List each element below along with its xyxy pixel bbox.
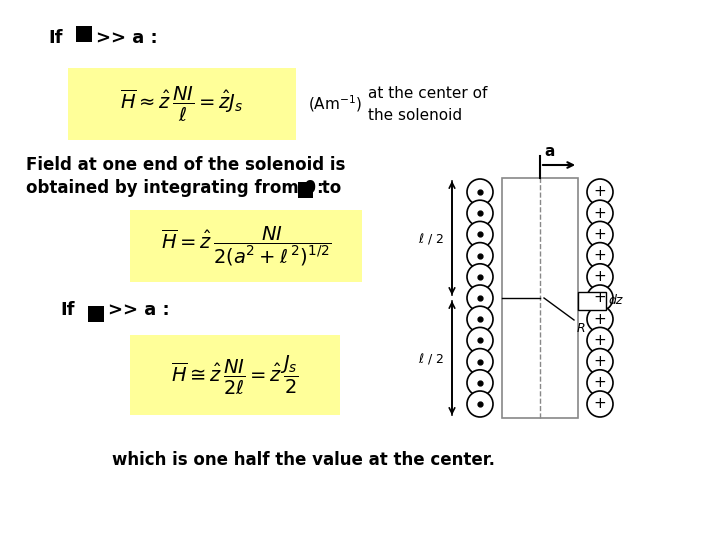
Text: +: + — [593, 354, 606, 369]
Text: +: + — [593, 375, 606, 390]
Circle shape — [587, 264, 613, 290]
Circle shape — [587, 391, 613, 417]
Text: a: a — [544, 144, 554, 159]
Text: at the center of: at the center of — [368, 86, 487, 102]
Text: the solenoid: the solenoid — [368, 107, 462, 123]
Text: $\overline{H} = \hat{z}\,\dfrac{NI}{2(a^2+\ell^{\,2})^{1/2}}$: $\overline{H} = \hat{z}\,\dfrac{NI}{2(a^… — [161, 224, 331, 268]
Text: +: + — [593, 291, 606, 306]
Circle shape — [467, 242, 493, 268]
Circle shape — [467, 370, 493, 396]
Text: >> a :: >> a : — [108, 301, 170, 319]
Text: +: + — [593, 248, 606, 263]
Text: +: + — [593, 396, 606, 411]
Circle shape — [587, 200, 613, 226]
Text: +: + — [593, 312, 606, 327]
Bar — [130, 335, 340, 415]
Circle shape — [467, 306, 493, 332]
Bar — [578, 292, 606, 310]
Text: $\ell$ / 2: $\ell$ / 2 — [418, 231, 444, 246]
Bar — [298, 182, 313, 198]
Text: :: : — [316, 179, 323, 197]
Circle shape — [467, 179, 493, 205]
Circle shape — [587, 370, 613, 396]
Circle shape — [587, 306, 613, 332]
Circle shape — [467, 327, 493, 353]
Circle shape — [587, 179, 613, 205]
Circle shape — [587, 349, 613, 375]
Circle shape — [467, 200, 493, 226]
Text: >> a :: >> a : — [96, 29, 158, 47]
Bar — [130, 210, 362, 282]
Circle shape — [467, 221, 493, 247]
Text: which is one half the value at the center.: which is one half the value at the cente… — [112, 451, 495, 469]
Text: +: + — [593, 206, 606, 221]
Bar — [502, 178, 578, 418]
Bar — [88, 306, 104, 322]
Text: +: + — [593, 185, 606, 199]
Circle shape — [587, 285, 613, 311]
Text: If: If — [48, 29, 63, 47]
Text: +: + — [593, 269, 606, 284]
Text: $\ell$ / 2: $\ell$ / 2 — [418, 350, 444, 366]
Circle shape — [467, 264, 493, 290]
Circle shape — [467, 285, 493, 311]
Text: $\overline{H} \cong \hat{z}\,\dfrac{NI}{2\ell} = \hat{z}\,\dfrac{J_s}{2}$: $\overline{H} \cong \hat{z}\,\dfrac{NI}{… — [171, 354, 299, 396]
Text: dz: dz — [608, 294, 622, 307]
Circle shape — [587, 327, 613, 353]
Circle shape — [467, 391, 493, 417]
Circle shape — [467, 349, 493, 375]
Text: (Am$^{-1}$): (Am$^{-1}$) — [308, 93, 362, 114]
Text: Field at one end of the solenoid is: Field at one end of the solenoid is — [26, 156, 346, 174]
Text: R: R — [577, 322, 585, 335]
Circle shape — [587, 221, 613, 247]
Text: +: + — [593, 227, 606, 242]
Text: If: If — [60, 301, 74, 319]
Bar — [68, 68, 296, 140]
Text: $\overline{H} \approx \hat{z}\,\dfrac{NI}{\ell} = \hat{z}J_s$: $\overline{H} \approx \hat{z}\,\dfrac{NI… — [120, 84, 244, 124]
Text: obtained by integrating from 0 to: obtained by integrating from 0 to — [26, 179, 341, 197]
Text: +: + — [593, 333, 606, 348]
Circle shape — [587, 242, 613, 268]
Bar — [76, 26, 92, 42]
